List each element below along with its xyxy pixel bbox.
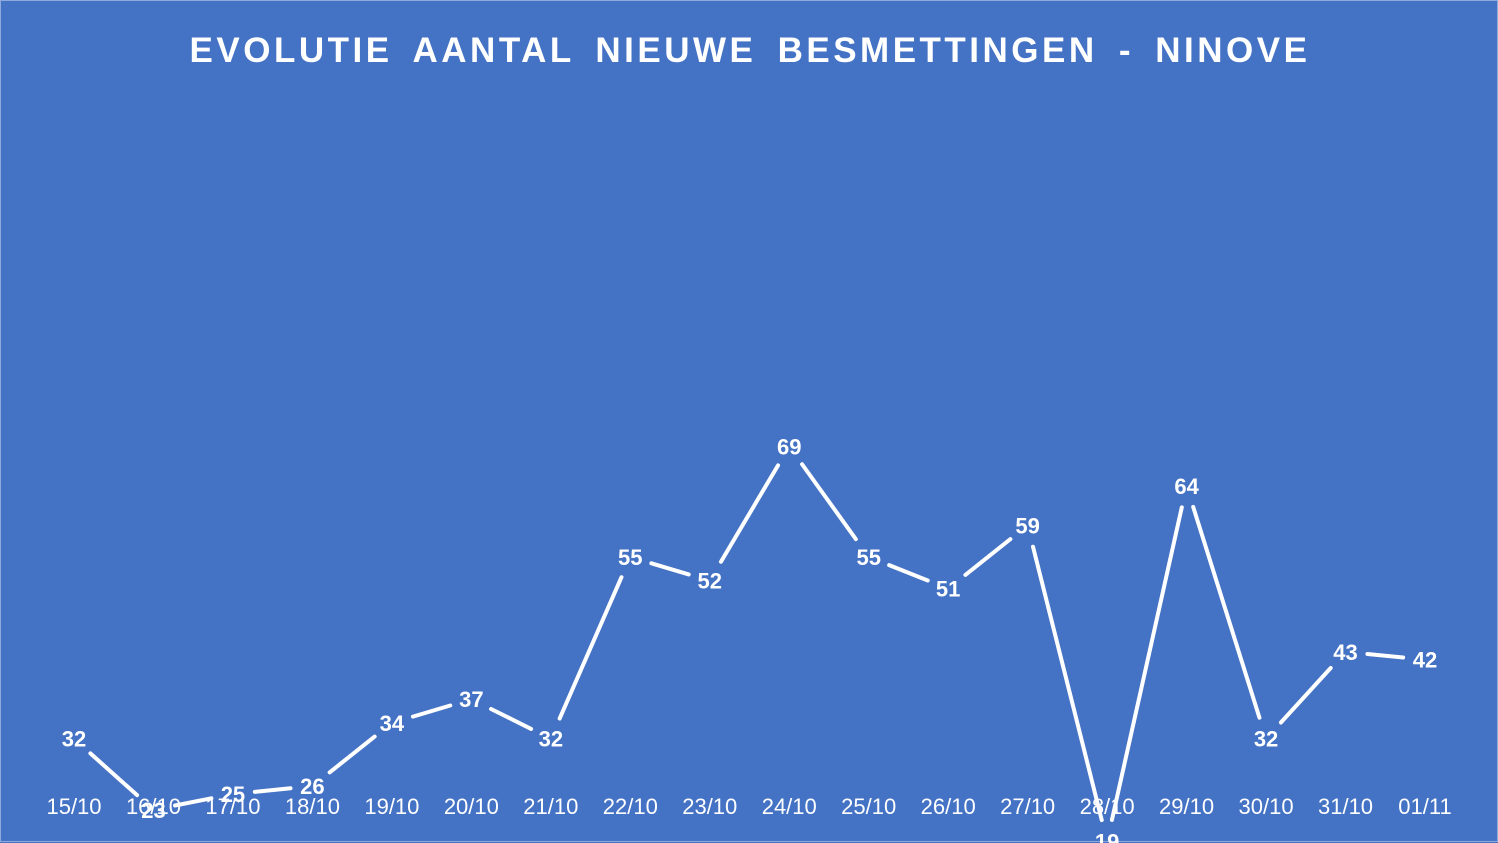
line-segment bbox=[1278, 666, 1333, 725]
line-segment bbox=[327, 734, 377, 775]
x-axis-tick-labels: 15/10 16/10 17/10 18/10 19/10 20/10 21/10 22/10… bbox=[46, 794, 1451, 819]
x-tick-label: 01/11 bbox=[1398, 794, 1451, 819]
data-label: 55 bbox=[618, 545, 642, 570]
x-tick-label: 31/10 bbox=[1318, 794, 1373, 819]
line-segment bbox=[1191, 504, 1262, 720]
x-tick-label: 23/10 bbox=[682, 794, 737, 819]
data-label: 64 bbox=[1174, 474, 1199, 499]
line-segment bbox=[489, 706, 534, 731]
series-line bbox=[88, 462, 1406, 823]
line-segment bbox=[173, 796, 214, 808]
data-label: 43 bbox=[1333, 640, 1357, 665]
x-tick-label: 30/10 bbox=[1239, 794, 1294, 819]
data-label: 55 bbox=[856, 545, 880, 570]
x-tick-label: 21/10 bbox=[523, 794, 578, 819]
x-tick-label: 18/10 bbox=[285, 794, 340, 819]
chart-title: EVOLUTIE AANTAL NIEUWE BESMETTINGEN - NI… bbox=[189, 31, 1311, 70]
data-label: 34 bbox=[380, 711, 405, 736]
line-segment bbox=[718, 463, 781, 564]
x-tick-label: 26/10 bbox=[921, 794, 976, 819]
data-labels: 32 23 25 26 34 37 32 55 52 69 55 51 59 19 64 32 43 42 bbox=[62, 434, 1437, 843]
x-tick-label: 28/10 bbox=[1080, 794, 1135, 819]
data-label: 37 bbox=[459, 687, 483, 712]
data-label: 69 bbox=[777, 434, 801, 459]
x-tick-label: 29/10 bbox=[1159, 794, 1214, 819]
data-label: 51 bbox=[936, 577, 960, 602]
data-label: 52 bbox=[698, 569, 722, 594]
line-segment bbox=[963, 537, 1013, 577]
x-tick-label: 20/10 bbox=[444, 794, 499, 819]
line-segment bbox=[557, 575, 624, 721]
line-segment bbox=[88, 751, 140, 798]
line-segment bbox=[1365, 651, 1406, 660]
data-label: 32 bbox=[62, 727, 86, 752]
x-tick-label: 27/10 bbox=[1000, 794, 1055, 819]
data-label: 59 bbox=[1015, 513, 1039, 538]
line-segment bbox=[800, 462, 858, 542]
line-segment bbox=[1109, 505, 1184, 822]
x-tick-label: 24/10 bbox=[762, 794, 817, 819]
line-segment bbox=[887, 563, 930, 583]
line-segment bbox=[649, 561, 691, 577]
x-tick-label: 15/10 bbox=[46, 794, 101, 819]
data-label: 26 bbox=[300, 774, 324, 799]
x-tick-label: 17/10 bbox=[205, 794, 260, 819]
line-segment bbox=[410, 703, 453, 719]
x-tick-label: 25/10 bbox=[841, 794, 896, 819]
data-label: 19 bbox=[1095, 829, 1119, 843]
data-label: 32 bbox=[1254, 727, 1278, 752]
line-segment bbox=[252, 786, 293, 794]
data-label: 25 bbox=[221, 782, 245, 807]
x-tick-label: 16/10 bbox=[126, 794, 181, 819]
line-segment bbox=[1031, 544, 1104, 823]
drop-lines bbox=[73, 466, 1426, 843]
x-tick-label: 19/10 bbox=[364, 794, 419, 819]
data-label: 32 bbox=[539, 727, 563, 752]
x-tick-label: 22/10 bbox=[603, 794, 658, 819]
data-label: 23 bbox=[141, 798, 165, 823]
data-label: 42 bbox=[1413, 648, 1437, 673]
